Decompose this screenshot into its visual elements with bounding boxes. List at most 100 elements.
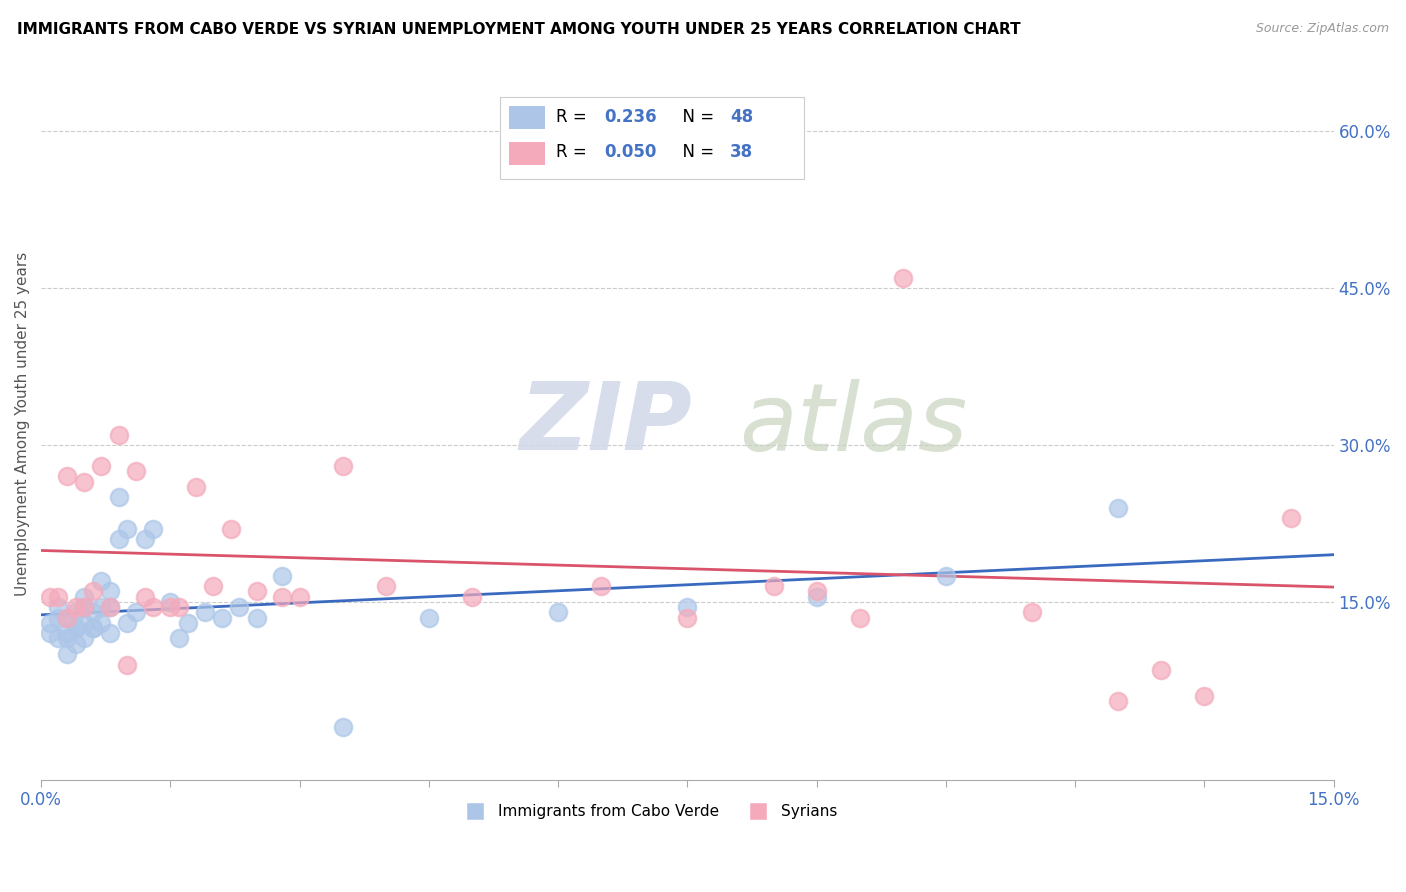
Point — [90, 574, 112, 588]
Text: N =: N = — [672, 108, 720, 126]
FancyBboxPatch shape — [509, 106, 546, 129]
Point — [82, 605, 104, 619]
Text: atlas: atlas — [740, 378, 967, 469]
Point — [38, 626, 60, 640]
Point — [271, 568, 294, 582]
Point — [219, 522, 242, 536]
Point — [503, 161, 526, 175]
Text: 0.236: 0.236 — [605, 108, 657, 126]
Point — [142, 600, 165, 615]
Point — [332, 720, 354, 734]
Point — [1107, 694, 1129, 708]
Point — [73, 600, 96, 615]
Point — [125, 464, 148, 478]
Point — [134, 532, 156, 546]
Point — [73, 600, 96, 615]
Point — [107, 532, 129, 546]
Point — [117, 522, 139, 536]
Point — [90, 600, 112, 615]
Point — [194, 605, 217, 619]
Point — [245, 584, 267, 599]
Point — [56, 610, 79, 624]
Point — [107, 427, 129, 442]
Point — [90, 458, 112, 473]
Point — [98, 600, 121, 615]
Point — [211, 610, 233, 624]
Text: IMMIGRANTS FROM CABO VERDE VS SYRIAN UNEMPLOYMENT AMONG YOUTH UNDER 25 YEARS COR: IMMIGRANTS FROM CABO VERDE VS SYRIAN UNE… — [17, 22, 1021, 37]
Text: 0.050: 0.050 — [605, 144, 657, 161]
Text: 48: 48 — [730, 108, 754, 126]
Point — [117, 657, 139, 672]
Point — [332, 458, 354, 473]
Point — [38, 590, 60, 604]
Point — [38, 615, 60, 630]
Point — [1279, 511, 1302, 525]
Point — [46, 590, 69, 604]
Point — [245, 610, 267, 624]
Point — [1107, 500, 1129, 515]
Point — [56, 626, 79, 640]
Point — [806, 590, 828, 604]
Text: N =: N = — [672, 144, 720, 161]
Point — [186, 480, 208, 494]
Point — [73, 632, 96, 646]
Point — [46, 600, 69, 615]
Point — [56, 610, 79, 624]
Point — [374, 579, 396, 593]
Text: ZIP: ZIP — [519, 378, 692, 470]
Point — [228, 600, 250, 615]
Point — [98, 584, 121, 599]
Point — [125, 605, 148, 619]
Point — [82, 621, 104, 635]
Point — [202, 579, 225, 593]
Point — [73, 590, 96, 604]
Point — [107, 490, 129, 504]
Point — [806, 584, 828, 599]
Point — [65, 621, 87, 635]
Point — [82, 621, 104, 635]
Point — [676, 610, 699, 624]
Point — [891, 270, 914, 285]
Point — [176, 615, 198, 630]
Point — [65, 637, 87, 651]
Point — [98, 626, 121, 640]
Point — [56, 647, 79, 661]
FancyBboxPatch shape — [501, 97, 804, 178]
Point — [288, 590, 311, 604]
Point — [134, 590, 156, 604]
Point — [65, 600, 87, 615]
Point — [159, 600, 181, 615]
Point — [591, 579, 613, 593]
Point — [56, 632, 79, 646]
Point — [848, 610, 870, 624]
Y-axis label: Unemployment Among Youth under 25 years: Unemployment Among Youth under 25 years — [15, 252, 30, 596]
Point — [142, 522, 165, 536]
Point — [117, 615, 139, 630]
Point — [1150, 663, 1173, 677]
Point — [98, 600, 121, 615]
Point — [418, 610, 440, 624]
Point — [935, 568, 957, 582]
Legend: Immigrants from Cabo Verde, Syrians: Immigrants from Cabo Verde, Syrians — [454, 798, 844, 825]
Text: R =: R = — [555, 108, 592, 126]
Text: Source: ZipAtlas.com: Source: ZipAtlas.com — [1256, 22, 1389, 36]
FancyBboxPatch shape — [509, 142, 546, 164]
Point — [65, 605, 87, 619]
Point — [73, 475, 96, 489]
Point — [82, 584, 104, 599]
Point — [1194, 689, 1216, 703]
Point — [762, 579, 785, 593]
Point — [676, 600, 699, 615]
Point — [65, 621, 87, 635]
Point — [1021, 605, 1043, 619]
Point — [56, 469, 79, 483]
Point — [461, 590, 484, 604]
Point — [167, 632, 190, 646]
Text: R =: R = — [555, 144, 592, 161]
Point — [159, 595, 181, 609]
Point — [167, 600, 190, 615]
Point — [46, 610, 69, 624]
Point — [73, 615, 96, 630]
Point — [90, 615, 112, 630]
Text: 38: 38 — [730, 144, 754, 161]
